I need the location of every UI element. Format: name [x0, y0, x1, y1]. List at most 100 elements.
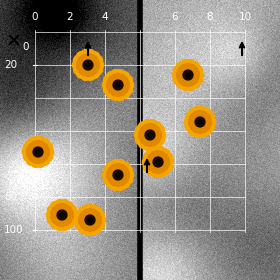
Circle shape — [152, 127, 160, 134]
Circle shape — [55, 204, 62, 212]
Circle shape — [92, 221, 100, 228]
Circle shape — [115, 90, 125, 100]
Circle shape — [80, 221, 88, 228]
Circle shape — [116, 173, 120, 177]
Circle shape — [64, 206, 72, 214]
Circle shape — [196, 111, 204, 118]
Circle shape — [57, 210, 67, 220]
Circle shape — [155, 125, 165, 135]
Circle shape — [40, 143, 48, 151]
Circle shape — [176, 78, 186, 88]
Circle shape — [114, 74, 122, 81]
Circle shape — [38, 150, 40, 151]
Text: 4: 4 — [102, 12, 108, 22]
Circle shape — [151, 134, 153, 136]
Circle shape — [51, 213, 58, 220]
Circle shape — [86, 62, 88, 64]
Text: 80: 80 — [4, 192, 17, 202]
Circle shape — [60, 213, 64, 217]
Circle shape — [185, 74, 187, 76]
Circle shape — [96, 215, 106, 225]
Circle shape — [111, 180, 121, 190]
Circle shape — [83, 60, 93, 70]
Circle shape — [95, 220, 104, 230]
Circle shape — [193, 111, 200, 119]
Circle shape — [62, 204, 69, 212]
Circle shape — [85, 50, 95, 60]
Circle shape — [197, 107, 207, 116]
Circle shape — [190, 76, 198, 83]
Circle shape — [52, 206, 60, 214]
Circle shape — [154, 151, 162, 158]
Circle shape — [122, 173, 129, 180]
Circle shape — [150, 138, 157, 146]
Circle shape — [114, 164, 122, 171]
Circle shape — [146, 139, 154, 146]
Circle shape — [151, 151, 158, 158]
Circle shape — [40, 153, 48, 160]
Circle shape — [163, 152, 172, 162]
Circle shape — [158, 160, 160, 161]
Circle shape — [115, 180, 125, 190]
Circle shape — [63, 214, 65, 216]
Circle shape — [50, 218, 60, 228]
Circle shape — [93, 55, 102, 65]
Circle shape — [59, 200, 69, 209]
Circle shape — [189, 74, 191, 76]
Circle shape — [66, 210, 73, 217]
Circle shape — [151, 165, 158, 173]
Circle shape — [88, 54, 95, 62]
Circle shape — [181, 78, 188, 86]
Circle shape — [200, 111, 207, 119]
Circle shape — [43, 152, 53, 162]
Circle shape — [107, 80, 114, 87]
Circle shape — [158, 163, 160, 164]
Circle shape — [27, 147, 34, 154]
Circle shape — [78, 207, 88, 217]
Circle shape — [151, 167, 160, 177]
Circle shape — [108, 76, 116, 84]
Circle shape — [178, 66, 186, 74]
Circle shape — [59, 220, 69, 230]
Circle shape — [81, 68, 88, 76]
Circle shape — [51, 210, 58, 217]
Circle shape — [35, 151, 37, 153]
Circle shape — [87, 225, 97, 235]
Circle shape — [118, 83, 120, 84]
Circle shape — [73, 60, 82, 70]
Circle shape — [76, 52, 86, 62]
Circle shape — [47, 215, 57, 225]
Circle shape — [138, 122, 148, 132]
Circle shape — [83, 209, 90, 217]
Circle shape — [42, 147, 49, 154]
Circle shape — [87, 219, 89, 221]
Circle shape — [116, 172, 118, 174]
Circle shape — [86, 224, 94, 232]
Circle shape — [122, 83, 129, 90]
Circle shape — [77, 63, 84, 70]
Circle shape — [181, 60, 191, 69]
Circle shape — [190, 123, 198, 130]
Circle shape — [40, 155, 50, 165]
Circle shape — [134, 130, 144, 140]
Circle shape — [185, 122, 195, 132]
Circle shape — [164, 157, 174, 167]
Circle shape — [94, 60, 104, 70]
Circle shape — [89, 64, 91, 66]
Circle shape — [103, 165, 113, 175]
Circle shape — [67, 215, 76, 225]
Circle shape — [85, 215, 95, 225]
Circle shape — [202, 109, 212, 119]
Circle shape — [92, 207, 102, 217]
Circle shape — [111, 74, 118, 81]
Circle shape — [120, 178, 130, 188]
Circle shape — [114, 179, 122, 186]
Circle shape — [111, 90, 121, 100]
Text: 6: 6 — [172, 12, 178, 22]
Circle shape — [196, 126, 204, 134]
Circle shape — [38, 155, 45, 163]
Circle shape — [160, 153, 168, 161]
Circle shape — [31, 155, 38, 163]
Circle shape — [87, 205, 97, 214]
Circle shape — [154, 133, 161, 140]
